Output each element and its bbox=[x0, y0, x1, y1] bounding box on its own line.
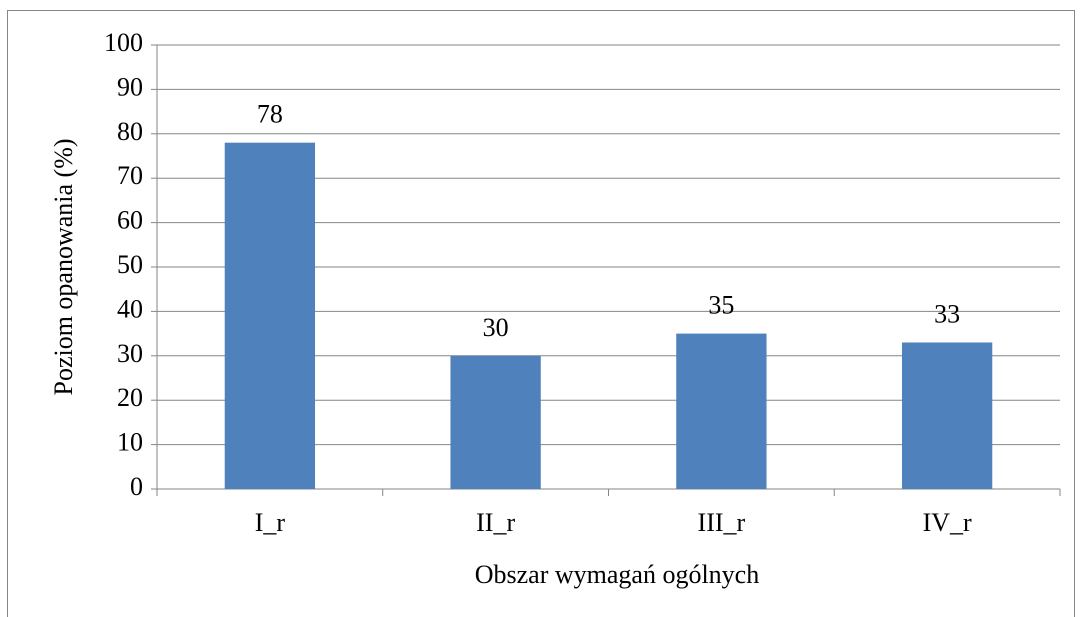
y-axis-title: Poziom opanowania (%) bbox=[49, 138, 78, 395]
y-tick-label: 70 bbox=[117, 161, 143, 190]
chart-frame bbox=[7, 10, 1075, 617]
data-label: 30 bbox=[483, 313, 509, 342]
x-tick-label: III_r bbox=[698, 508, 746, 537]
data-label: 35 bbox=[708, 291, 734, 320]
y-tick-label: 40 bbox=[117, 294, 143, 323]
x-tick-label: I_r bbox=[255, 508, 286, 537]
y-tick-label: 100 bbox=[104, 28, 143, 57]
y-tick-label: 90 bbox=[117, 72, 143, 101]
bar bbox=[901, 342, 993, 489]
y-tick-label: 0 bbox=[130, 472, 143, 501]
bar bbox=[450, 355, 541, 489]
y-tick-label: 20 bbox=[117, 383, 143, 412]
x-axis-title: Obszar wymagań ogólnych bbox=[475, 560, 759, 589]
x-tick-label: IV_r bbox=[923, 508, 972, 537]
y-tick-label: 80 bbox=[117, 117, 143, 146]
x-tick-label: II_r bbox=[476, 508, 515, 537]
data-label: 33 bbox=[934, 299, 960, 328]
y-tick-label: 30 bbox=[117, 339, 143, 368]
y-tick-label: 60 bbox=[117, 206, 143, 235]
bar bbox=[676, 333, 767, 489]
data-label: 78 bbox=[257, 100, 283, 129]
y-tick-label: 10 bbox=[117, 428, 143, 457]
y-tick-label: 50 bbox=[117, 250, 143, 279]
bar bbox=[224, 142, 316, 489]
